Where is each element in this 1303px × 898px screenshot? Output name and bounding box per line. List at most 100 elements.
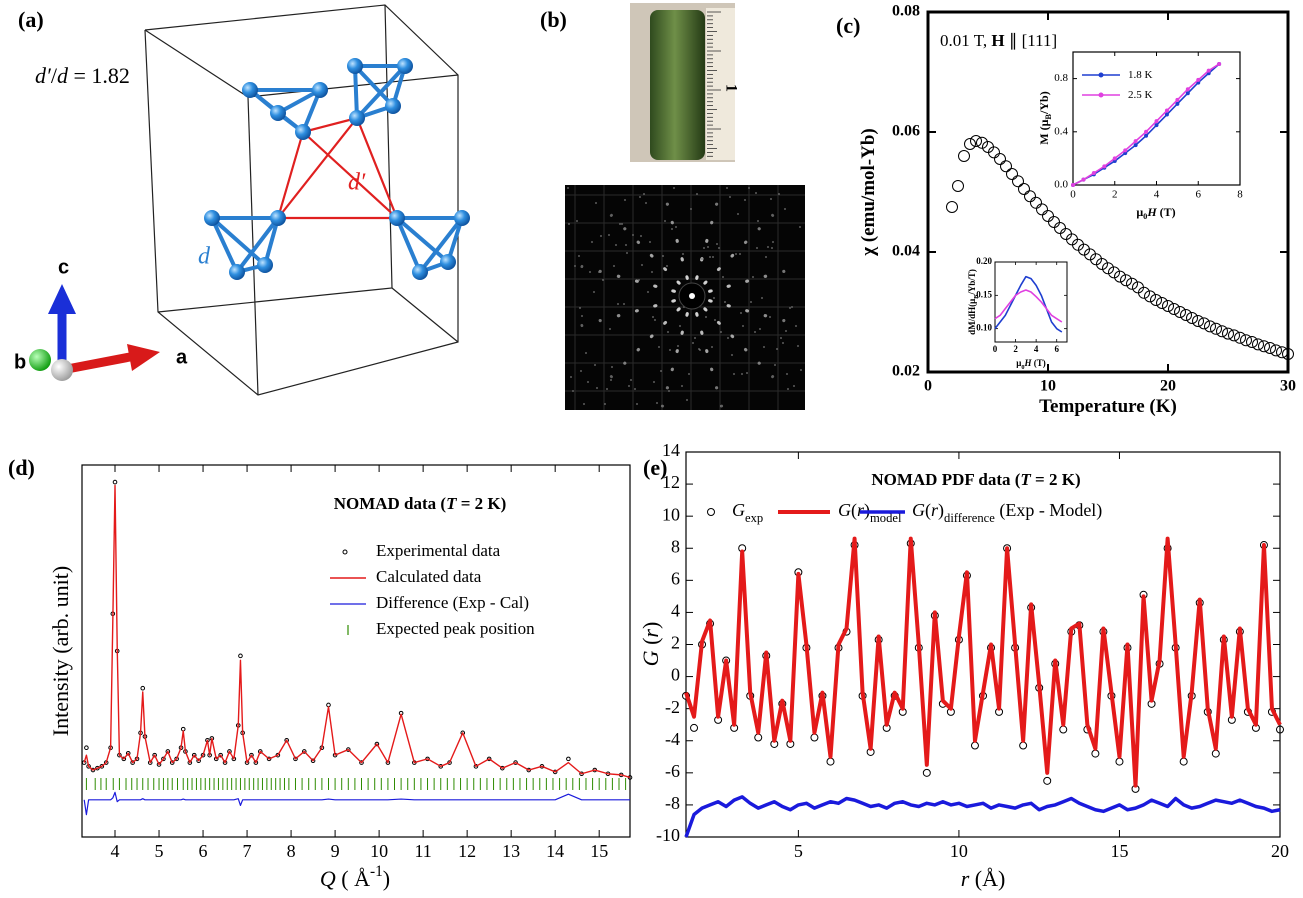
diffraction-spot (710, 220, 714, 225)
legend-label-part: model (870, 511, 902, 525)
data-point (1019, 741, 1028, 750)
data-point (1216, 325, 1228, 338)
data-point (1206, 68, 1211, 73)
x-tick-label: 4 (1034, 344, 1039, 354)
x-axis-label-part: (T) (1032, 358, 1046, 368)
diffraction-spot (609, 213, 613, 217)
x-tick-label: 20 (1271, 841, 1289, 861)
data-point (1270, 344, 1282, 357)
speckle (615, 244, 617, 246)
atom (385, 98, 401, 114)
data-point (1175, 101, 1180, 106)
diffraction-spot (580, 323, 584, 328)
speckle (647, 291, 649, 293)
speckle (669, 349, 671, 351)
x-axis-label: μ0H (T) (1136, 205, 1175, 222)
speckle (712, 256, 714, 258)
data-point (1090, 253, 1102, 266)
diffraction-spot (716, 267, 721, 272)
diffraction-spot (653, 284, 658, 288)
diffraction-spot (580, 264, 584, 269)
data-point (690, 723, 699, 732)
speckle (626, 252, 628, 254)
yb-atoms (204, 58, 470, 280)
diffraction-spot (676, 280, 681, 285)
y-tick-label: -4 (665, 729, 680, 749)
speckle (641, 264, 643, 266)
speckle (598, 271, 600, 273)
ratio-text-part: d′ (35, 63, 52, 88)
data-point (1133, 139, 1138, 144)
speckle (713, 297, 715, 299)
data-point (161, 756, 166, 762)
legend-label-part: 2.5 K (1128, 89, 1153, 101)
x-tick-label: 12 (458, 841, 476, 861)
data-point (1042, 210, 1054, 222)
diffraction-spot (671, 299, 676, 303)
data-point (1133, 143, 1138, 148)
speckle (567, 187, 569, 189)
speckle (619, 223, 621, 225)
speckle (576, 220, 578, 222)
annotation-part: H (991, 31, 1004, 50)
x-axis-label: Temperature (K) (1039, 396, 1177, 417)
speckle (696, 193, 698, 195)
data-point (218, 752, 223, 758)
legend-label-part: G (838, 500, 851, 520)
speckle (780, 337, 782, 339)
speckle (662, 255, 664, 257)
data-point (1282, 348, 1294, 360)
plot-frame (994, 261, 1068, 343)
speckle (677, 345, 679, 347)
y-axis-label-part: /Yb/T) (967, 269, 977, 296)
y-tick-label: 0.8 (1054, 72, 1068, 84)
y-axis-label-part: dM/dH(μ (967, 299, 977, 335)
diffraction-spot (771, 375, 775, 379)
x-tick-label: 10 (1040, 378, 1056, 395)
diffraction-spot (771, 213, 775, 217)
data-point (922, 768, 931, 777)
diffraction-spot (634, 279, 639, 283)
speckle (800, 369, 802, 371)
y-axis-label-part: r (638, 629, 663, 638)
y-axis-label-part: χ (emu/mol-Yb) (858, 128, 879, 257)
x-axis-label-part: 0 (1021, 364, 1024, 371)
chart-title-part: NOMAD PDF data ( (871, 470, 1020, 489)
atom (440, 254, 456, 270)
x-axis-label-part: H (1024, 358, 1033, 368)
legend-label-part: exp (745, 511, 763, 525)
diffraction-spot (675, 238, 679, 243)
speckle (628, 385, 630, 387)
atom (389, 210, 405, 226)
y-axis-label: M (μB/Yb) (1037, 91, 1054, 144)
y-tick-label: 12 (662, 472, 680, 492)
y-tick-label: 0.04 (892, 243, 920, 260)
speckle (585, 352, 587, 354)
chart-title-part: NOMAD data ( (334, 494, 447, 513)
legend-swatch (707, 508, 715, 516)
origin-ball (51, 359, 73, 381)
x-tick-label: 14 (546, 841, 564, 861)
speckle (625, 244, 627, 246)
diffraction-spot (726, 304, 731, 308)
data-point (438, 764, 444, 769)
speckle (572, 390, 574, 392)
speckle (639, 196, 641, 198)
speckle (757, 220, 759, 222)
speckle (799, 226, 801, 228)
data-line (684, 536, 1282, 788)
speckle (649, 241, 651, 243)
data-point (1115, 757, 1124, 766)
speckle (574, 265, 576, 267)
y-tick-label: 2 (671, 633, 680, 653)
x-tick-label: 0 (993, 344, 998, 354)
ratio-text-part: = 1.82 (68, 63, 130, 88)
speckle (667, 331, 669, 333)
data-point (121, 756, 127, 762)
data-point (1012, 175, 1024, 188)
legend-label: Experimental data (376, 541, 501, 560)
diffraction-spot (763, 314, 768, 318)
diffraction-spot (634, 309, 639, 313)
atom (347, 58, 363, 74)
